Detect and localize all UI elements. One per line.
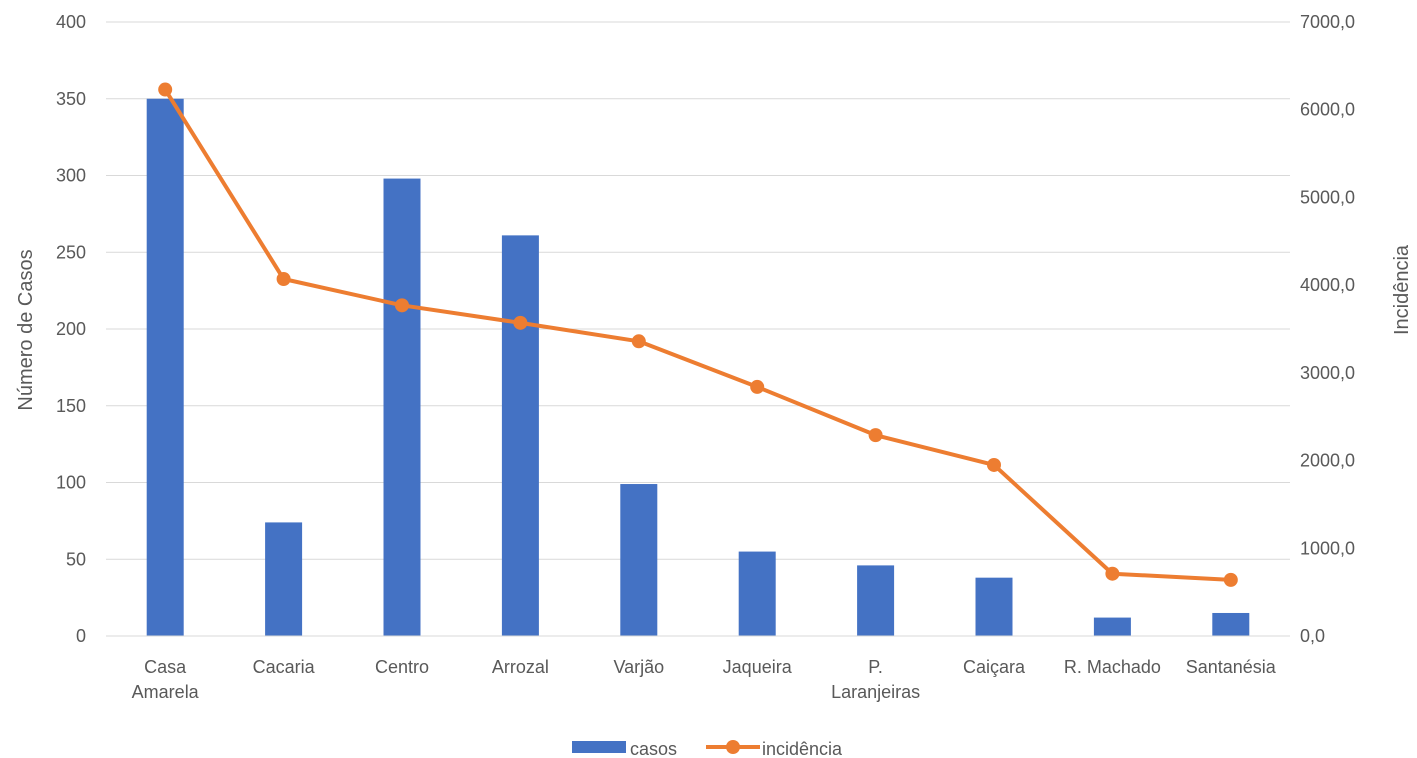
right-axis-title: Incidência <box>1391 244 1413 335</box>
incidencia-point <box>276 272 291 287</box>
x-tick-label: Caiçara <box>963 657 1026 677</box>
incidencia-point <box>750 379 765 394</box>
bar-arrozal <box>501 235 539 637</box>
incidencia-point <box>395 298 409 313</box>
left-y-axis: 0 50 100 150 200 250 300 350 400 <box>56 12 86 646</box>
incidencia-point <box>868 428 883 443</box>
legend-swatch-casos <box>572 741 626 753</box>
bar-cai-ara <box>975 577 1013 636</box>
right-tick-label: 3000,0 <box>1300 363 1355 383</box>
right-y-axis: 0,0 1000,0 2000,0 3000,0 4000,0 5000,0 6000,0 7… <box>1300 12 1355 646</box>
x-tick-label: P. Laranjeiras <box>831 657 920 702</box>
incidencia-point <box>631 334 646 349</box>
x-tick-label: Centro <box>375 657 429 677</box>
incidencia-point <box>513 315 528 330</box>
right-tick-label: 7000,0 <box>1300 12 1355 32</box>
incidencia-line <box>163 88 1231 582</box>
x-tick-label: Jaqueira <box>723 657 793 677</box>
x-axis: Casa Amarela Cacaria Centro Arrozal Varjão Jaq… <box>106 635 1290 702</box>
right-tick-label: 6000,0 <box>1300 100 1355 120</box>
left-tick-label: 250 <box>56 242 86 262</box>
bar-varj-o <box>620 484 658 636</box>
legend-swatch-incidencia-marker <box>726 740 740 754</box>
bar-santan-sia <box>1212 612 1250 636</box>
line-series-incidencia <box>158 82 1238 587</box>
left-tick-label: 0 <box>76 626 86 646</box>
right-tick-label: 2000,0 <box>1300 451 1355 471</box>
incidencia-point <box>987 457 1001 472</box>
left-tick-label: 150 <box>56 396 86 416</box>
right-tick-label: 0,0 <box>1300 626 1325 646</box>
right-tick-label: 5000,0 <box>1300 187 1355 207</box>
x-tick-label: Arrozal <box>492 657 549 677</box>
left-tick-label: 100 <box>56 473 86 493</box>
incidencia-point <box>1105 566 1120 581</box>
left-tick-label: 350 <box>56 89 86 109</box>
right-tick-label: 1000,0 <box>1300 538 1355 558</box>
left-axis-title: Número de Casos <box>15 249 37 410</box>
left-tick-label: 300 <box>56 166 86 186</box>
bar-series-casos <box>146 98 1250 637</box>
bar-casa-amarela <box>146 98 184 636</box>
left-tick-label: 400 <box>56 12 86 32</box>
bar-cacaria <box>265 522 303 636</box>
x-tick-label: R. Machado <box>1064 657 1161 677</box>
incidencia-point <box>158 82 173 97</box>
bar-r-machado <box>1093 617 1131 636</box>
legend-label-incidencia: incidência <box>762 739 843 758</box>
x-tick-label: Santanésia <box>1186 657 1277 677</box>
x-tick-label: Cacaria <box>253 657 316 677</box>
bar-p-laranjeiras <box>857 565 895 636</box>
incidencia-point <box>1223 572 1238 587</box>
left-tick-label: 200 <box>56 319 86 339</box>
bar-centro <box>383 178 421 636</box>
right-tick-label: 4000,0 <box>1300 275 1355 295</box>
bar-jaqueira <box>738 551 776 636</box>
legend: casos incidência <box>572 739 843 758</box>
legend-label-casos: casos <box>630 739 677 758</box>
x-tick-label: Varjão <box>613 657 664 677</box>
gridlines <box>106 21 1290 637</box>
left-tick-label: 50 <box>66 549 86 569</box>
x-tick-label: Casa Amarela <box>132 657 200 702</box>
